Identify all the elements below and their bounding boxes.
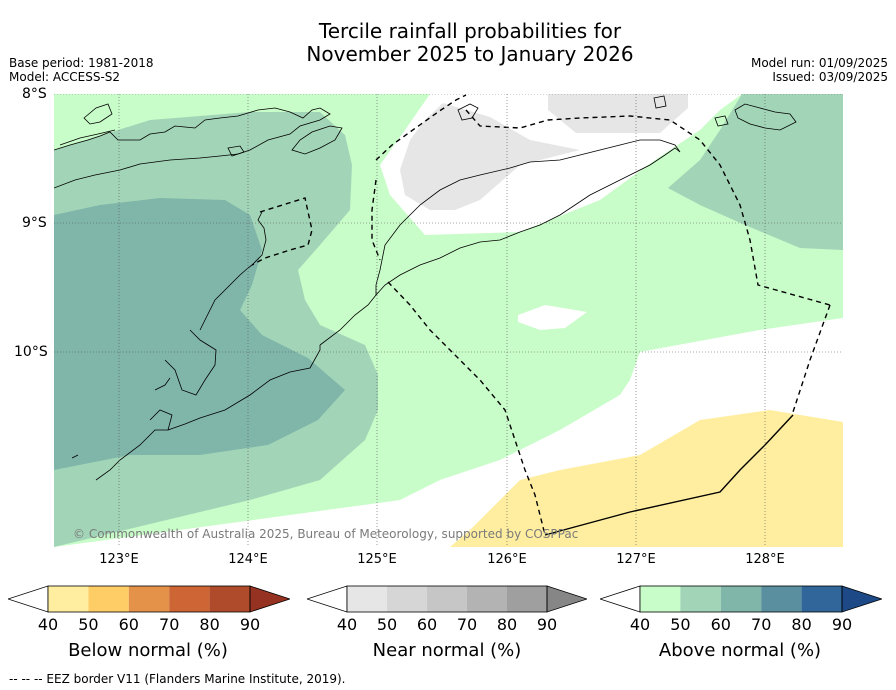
coastlines (54, 95, 797, 481)
colorbar-near-normal (307, 585, 587, 613)
colorbar-extension-high (546, 585, 587, 613)
colorbar-frame (346, 585, 548, 613)
lat-label-9s: 9°S (22, 215, 47, 231)
colorbar-title-above: Above normal (%) (658, 640, 822, 661)
colorbar-above-normal (600, 585, 882, 613)
colorbar-segment (169, 586, 210, 612)
lon-label-123e: 123°E (99, 552, 139, 567)
colorbar-segment (387, 586, 427, 612)
model-run: Model run: 01/09/2025 (750, 56, 888, 70)
colorbar-tick-label: 60 (118, 615, 139, 634)
copyright-watermark: © Commonwealth of Australia 2025, Bureau… (73, 527, 579, 541)
above-normal-50-region-east (668, 94, 843, 250)
colorbar-tick-label: 60 (710, 615, 731, 634)
colorbar-segment (48, 586, 89, 612)
colorbar-tick-label: 90 (831, 615, 853, 634)
meta-right: Model run: 01/09/2025 Issued: 03/09/2025 (751, 56, 888, 84)
colorbar-tick-label: 80 (496, 615, 518, 634)
colorbar-title-below: Below normal (%) (68, 640, 228, 661)
colorbar-tick-label: 80 (791, 615, 812, 634)
issued-date: Issued: 03/09/2025 (772, 70, 888, 84)
lon-label-125e: 125°E (357, 552, 397, 567)
colorbar-segment (761, 586, 802, 612)
colorbar-segment (88, 586, 129, 612)
lon-label-128e: 128°E (745, 552, 785, 567)
colorbar-extension-low (600, 585, 641, 613)
colorbar-segment (128, 586, 170, 612)
colorbar-tick-label: 40 (37, 615, 59, 634)
no-signal-south (400, 318, 843, 547)
colorbar-segment (347, 586, 387, 612)
colorbar-tick-label: 70 (751, 615, 772, 634)
colorbar-tick-label: 70 (159, 615, 180, 634)
lon-label-127e: 127°E (616, 552, 656, 567)
colorbar-extension-high (841, 585, 882, 613)
lat-label-8s: 8°S (22, 86, 47, 102)
colorbar-segment (801, 586, 842, 612)
colorbar-tick-label: 70 (456, 615, 478, 634)
base-period: Base period: 1981-2018 (9, 56, 154, 70)
map-area (54, 94, 843, 547)
eez-legend-footer: -- -- -- EEZ border V11 (Flanders Marine… (9, 672, 346, 686)
lat-label-10s: 10°S (14, 344, 48, 360)
gridlines (54, 94, 843, 547)
no-signal-hole (518, 305, 587, 330)
colorbar-segment (467, 586, 507, 612)
eez-borders (251, 94, 831, 536)
colorbar-segment (680, 586, 721, 612)
above-normal-60-region (54, 198, 345, 470)
colorbar-tick-label: 50 (670, 615, 691, 634)
near-normal-40-region-2 (400, 103, 580, 210)
colorbar-tick-label: 80 (199, 615, 220, 634)
map-title: Tercile rainfall probabilities for Novem… (0, 20, 896, 66)
colorbar-tick-label: 50 (376, 615, 398, 634)
colorbar-below-normal (8, 585, 290, 613)
colorbar-tick-label: 60 (416, 615, 438, 634)
title-line-2: November 2025 to January 2026 (306, 42, 634, 66)
colorbar-segment (507, 586, 547, 612)
boundary-segment (544, 414, 794, 536)
colorbar-tick-label: 40 (629, 615, 651, 634)
near-normal-40-region (548, 94, 688, 133)
colorbar-frame (639, 585, 843, 613)
model-name: Model: ACCESS-S2 (9, 70, 121, 84)
colorbar-extension-low (8, 585, 49, 613)
lon-label-126e: 126°E (487, 552, 527, 567)
colorbar-title-near: Near normal (%) (372, 640, 522, 661)
colorbar-tick-label: 90 (536, 615, 558, 634)
lon-label-124e: 124°E (228, 552, 268, 567)
below-normal-40-region (450, 410, 843, 547)
colorbar-frame (47, 585, 251, 613)
colorbar-segment (640, 586, 681, 612)
title-line-1: Tercile rainfall probabilities for (318, 19, 622, 43)
colorbar-tick-label: 90 (239, 615, 261, 634)
colorbar-tick-label: 40 (336, 615, 358, 634)
colorbar-extension-high (249, 585, 290, 613)
colorbar-tick-label: 50 (78, 615, 99, 634)
colorbar-extension-low (307, 585, 348, 613)
colorbar-segment (427, 586, 467, 612)
colorbar-segment (209, 586, 250, 612)
colorbar-segment (720, 586, 762, 612)
meta-left: Base period: 1981-2018 Model: ACCESS-S2 (9, 56, 154, 84)
